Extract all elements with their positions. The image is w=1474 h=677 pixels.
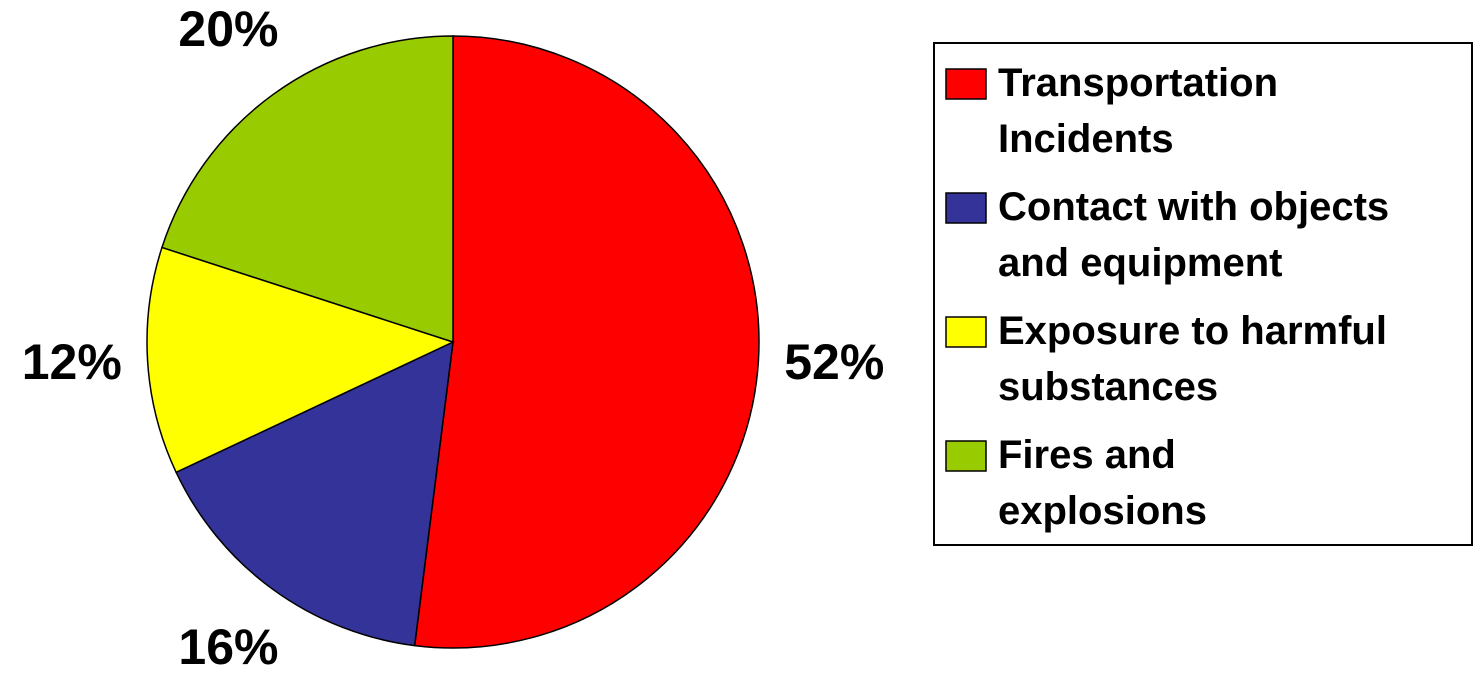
legend-label: Exposure to harmful substances	[998, 309, 1387, 409]
pie-slice	[146, 246, 456, 474]
legend-swatch	[945, 192, 987, 224]
legend-label: Contact with objects and equipment	[998, 185, 1389, 285]
legend-line: Fires and	[998, 433, 1176, 477]
pie-slice	[413, 35, 760, 649]
legend-line: substances	[998, 365, 1218, 409]
legend-swatch	[945, 68, 987, 100]
legend-line: explosions	[998, 489, 1207, 533]
data-label: 16%	[178, 619, 278, 675]
data-label: 20%	[178, 1, 278, 57]
pie-slice	[161, 35, 454, 344]
legend-swatch	[945, 316, 987, 348]
data-label: 12%	[22, 334, 122, 390]
legend-label: Transportation Incidents	[998, 61, 1278, 161]
pie-slice	[175, 340, 454, 647]
legend-line: and equipment	[998, 241, 1282, 285]
legend-box	[933, 42, 1473, 546]
legend-line: Contact with objects	[998, 185, 1389, 229]
legend-label: Fires and explosions	[998, 433, 1207, 533]
legend-line: Incidents	[998, 117, 1174, 161]
legend-line: Transportation	[998, 61, 1278, 105]
legend-line: Exposure to harmful	[998, 309, 1387, 353]
legend-swatch	[945, 440, 987, 472]
data-label: 52%	[784, 334, 884, 390]
